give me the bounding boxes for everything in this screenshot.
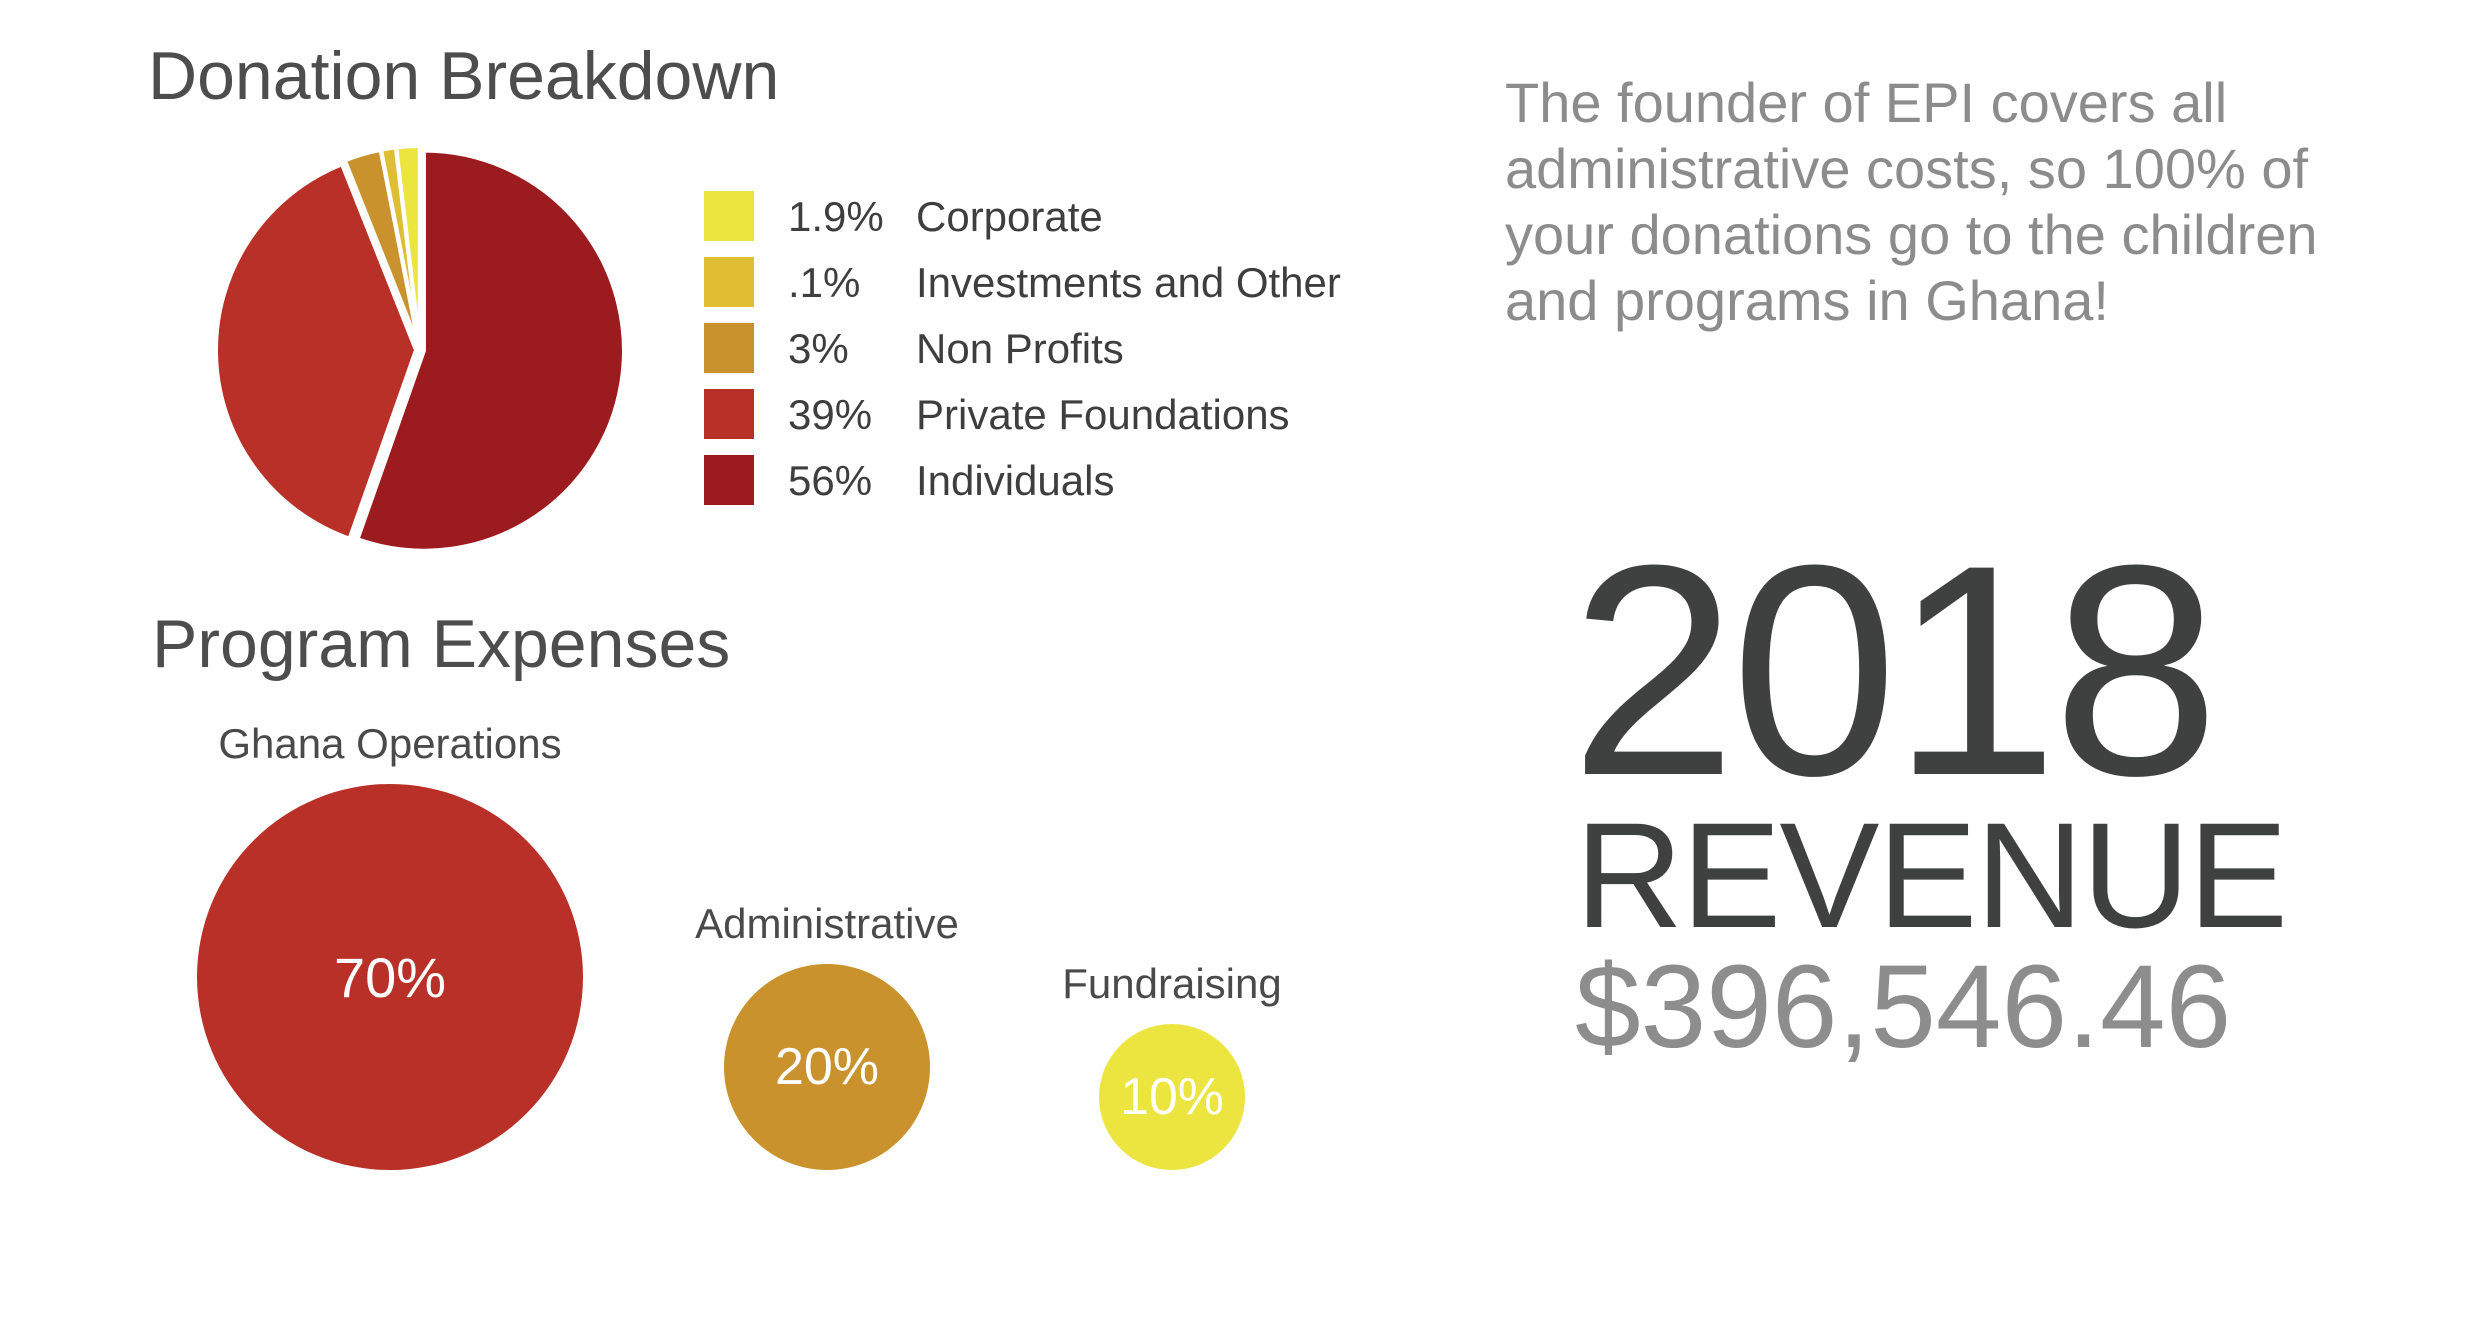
legend-percent: .1% [788, 259, 861, 306]
bubble-category-label: Administrative [695, 899, 959, 947]
legend-label: Corporate [916, 193, 1103, 240]
legend-label: Investments and Other [916, 259, 1341, 306]
revenue-label: REVENUE [1575, 791, 2288, 959]
legend-item: .1% Investments and Other [704, 251, 1424, 317]
founder-note: The founder of EPI covers all administra… [1505, 71, 2318, 332]
legend-item: 56% Individuals [704, 449, 1424, 515]
bubble-category-label: Ghana Operations [218, 720, 562, 767]
legend-item: 1.9% Corporate [704, 185, 1424, 251]
program-expenses-title: Program Expenses [152, 606, 731, 682]
legend-swatch [704, 323, 754, 373]
legend-swatch [704, 455, 754, 505]
legend-item: 39% Private Foundations [704, 383, 1424, 449]
bubble-value-label: 10% [1119, 1068, 1225, 1127]
legend-label: Non Profits [916, 325, 1124, 372]
expense-bubble-ghana-operations: 70% [197, 784, 583, 1170]
donation-legend: 1.9% Corporate .1% Investments and Other 3% N… [704, 185, 1424, 515]
pie-slice-private-foundations [214, 161, 419, 542]
legend-percent: 56% [788, 457, 873, 504]
revenue-amount: $396,546.46 [1575, 941, 2232, 1073]
legend-percent: 1.9% [788, 193, 884, 240]
legend-label: Individuals [916, 457, 1115, 504]
legend-label: Private Foundations [916, 391, 1290, 438]
legend-swatch [704, 389, 754, 439]
bubble-value-label: 70% [333, 945, 447, 1009]
pie-slice-corporate [393, 144, 422, 347]
pie-slice-individuals [354, 148, 626, 553]
legend-swatch [704, 257, 754, 307]
expense-bubble-administrative: 20% [723, 963, 931, 1170]
legend-item: 3% Non Profits [704, 317, 1424, 383]
bubble-category-label: Fundraising [1062, 960, 1282, 1008]
donation-pie-chart [214, 144, 626, 553]
expense-bubble-fundraising: 10% [1099, 1024, 1245, 1170]
legend-percent: 39% [788, 391, 873, 438]
bubble-value-label: 20% [774, 1037, 880, 1096]
revenue-year: 2018 [1570, 502, 2219, 838]
legend-swatch [704, 191, 754, 241]
legend-percent: 3% [788, 325, 849, 372]
donation-breakdown-title: Donation Breakdown [148, 38, 780, 114]
